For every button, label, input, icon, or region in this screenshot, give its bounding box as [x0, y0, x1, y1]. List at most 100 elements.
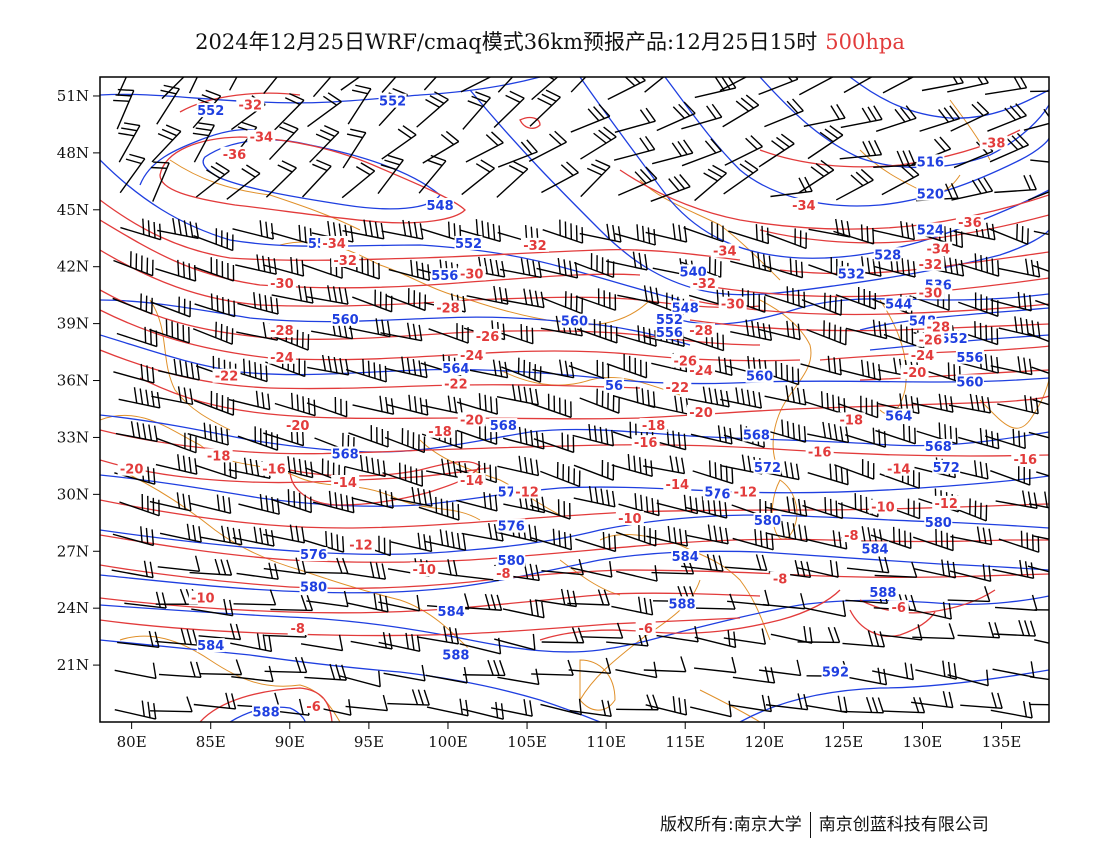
height-contour-label-bg — [655, 311, 684, 326]
wind-barb — [875, 424, 916, 445]
wind-barb — [694, 656, 737, 674]
temperature-contour-label: -30 — [919, 286, 943, 301]
lat-tick-label: 27N — [57, 542, 89, 560]
wind-barb — [845, 427, 887, 448]
height-contour-label-bg — [884, 408, 913, 423]
lon-tick-label: 85E — [196, 733, 226, 751]
wind-barb — [456, 422, 498, 445]
temperature-contour-label-bg — [615, 511, 644, 526]
wind-barb — [113, 251, 154, 277]
height-contour-label: 580 — [300, 580, 327, 595]
height-contour-label-bg — [196, 103, 225, 118]
height-contour-label-bg — [702, 484, 715, 499]
wind-barb — [834, 459, 875, 480]
wind-barb — [195, 162, 230, 198]
temperature-contour-label-bg — [718, 296, 747, 311]
wind-barb — [950, 101, 990, 132]
wind-barb — [611, 454, 653, 478]
wind-barb — [150, 161, 170, 202]
temperature-contour-label-bg — [888, 600, 909, 615]
wind-barb — [424, 529, 467, 551]
temperature-contour-label-bg — [267, 349, 296, 364]
wind-barb — [947, 77, 989, 93]
wind-barb — [385, 288, 427, 312]
lon-tick-label: 90E — [275, 733, 305, 751]
temperature-contour-label-bg — [346, 537, 375, 552]
height-contour-label: 580 — [754, 514, 781, 529]
wind-barb — [229, 77, 238, 91]
wind-barb — [764, 286, 806, 309]
wind-barb — [837, 395, 879, 419]
wind-barb — [606, 353, 648, 379]
wind-barb — [158, 661, 202, 679]
height-contour-label-bg — [671, 300, 700, 315]
wind-barb — [343, 561, 387, 580]
temperature-contour-label-bg — [687, 323, 716, 338]
wind-barb — [386, 394, 429, 416]
wind-barb — [681, 138, 722, 167]
wind-barb — [1023, 108, 1049, 131]
wind-barb — [798, 159, 835, 194]
wind-barb — [1032, 388, 1049, 406]
height-contour-label-bg — [497, 518, 526, 533]
wind-barb — [461, 159, 495, 196]
temperature-contour-label: -12 — [349, 539, 373, 554]
temperature-contour-label-bg — [631, 435, 660, 450]
wind-barb — [1034, 609, 1049, 611]
wind-barb — [803, 104, 846, 128]
wind-barb — [348, 425, 389, 448]
wind-barb — [570, 103, 611, 133]
wind-barb — [1030, 703, 1049, 706]
wind-barb — [947, 669, 989, 687]
wind-barb — [656, 625, 699, 643]
lon-tick-label: 130E — [903, 733, 943, 751]
height-contour-label: 584 — [861, 542, 888, 557]
temperature-contour-label: -26 — [673, 355, 697, 370]
wind-barb — [764, 98, 804, 128]
latitude-axis: 51N 48N 45N 42N 39N 36N 33N 30N 27N 24N 21N — [57, 87, 100, 674]
temperature-contour-label: -34 — [713, 245, 737, 260]
wind-barb — [805, 695, 848, 714]
height-contour-label-bg — [378, 93, 407, 108]
height-contour-label: 572 — [933, 461, 960, 476]
wind-barb — [570, 561, 613, 578]
wind-barb — [618, 493, 660, 517]
height-contour-label: 552 — [379, 95, 406, 110]
wind-barb — [529, 89, 561, 127]
height-contour-label-bg — [742, 427, 771, 442]
temperature-contour-label-bg — [916, 285, 945, 300]
wind-barb — [155, 454, 198, 475]
wind-barb — [949, 563, 992, 582]
temperature-contour-label: -16 — [634, 436, 658, 451]
temperature-contour-label-bg — [259, 461, 288, 476]
wind-barb — [807, 125, 844, 160]
wind-barb — [990, 356, 1033, 376]
wind-barb — [309, 125, 340, 163]
wind-barb — [874, 561, 918, 578]
wind-barb — [456, 393, 499, 415]
wind-barb — [345, 358, 387, 383]
wind-barb — [499, 258, 542, 279]
wind-barb — [951, 177, 994, 201]
wind-barb — [568, 359, 610, 381]
height-contour-label-bg — [299, 579, 328, 594]
wind-barb — [119, 153, 146, 194]
wind-barb — [617, 285, 660, 305]
wind-barb — [724, 554, 768, 571]
wind-barb — [614, 107, 656, 133]
temperature-contour-label-bg — [433, 300, 462, 315]
temperature-labels: -32-34-36-34-32-30-28-24-22-20-18-16-14-… — [117, 97, 1040, 715]
wind-barb — [802, 497, 844, 520]
height-contour-label-bg — [497, 552, 526, 567]
lon-tick-label: 125E — [824, 733, 864, 751]
wind-barb — [690, 700, 732, 718]
height-contour-label-bg — [252, 704, 281, 719]
temperature-contour-label: -20 — [460, 413, 484, 428]
wind-barb — [157, 218, 200, 240]
wind-barb — [958, 427, 1000, 450]
temperature-contour-label-bg — [457, 347, 486, 362]
wind-barb — [573, 460, 615, 481]
wind-barbs — [111, 77, 1049, 720]
wind-barb — [235, 254, 277, 275]
temperature-contour-label-bg — [287, 621, 308, 636]
